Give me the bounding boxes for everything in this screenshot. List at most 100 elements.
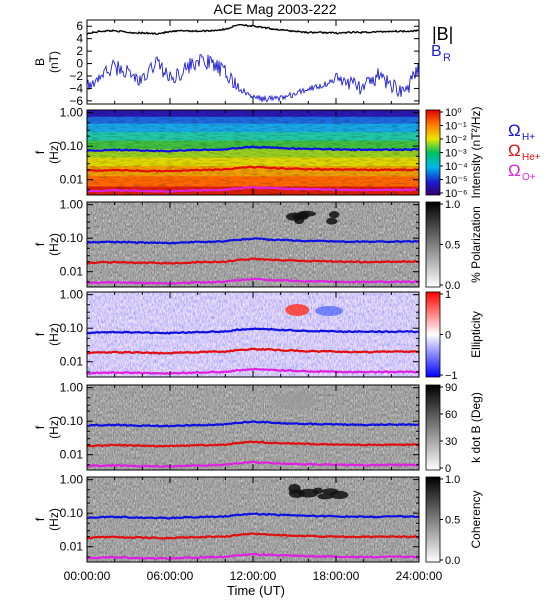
legend-gyro: Ω — [508, 141, 521, 160]
colorbar-label: Coherency — [469, 490, 483, 548]
colorbar-tick-label: 30 — [445, 436, 457, 448]
ylabel-f-unit: (Hz) — [47, 141, 61, 164]
ytick-label: 0.10 — [60, 139, 84, 153]
ytick-label: −4 — [69, 81, 83, 95]
panel-ellipticity: 1.00 0.10 0.01 f (Hz) 1 0 −1 Ellipticity — [33, 288, 483, 382]
series-br — [86, 54, 420, 103]
ytick-label: 0.01 — [60, 355, 84, 369]
legend-btotal: |B| — [432, 24, 453, 44]
ytick-label: 4 — [76, 32, 83, 46]
ytick-label: 1.00 — [60, 381, 84, 395]
colorbar — [425, 291, 441, 378]
colorbar-tick-label: 10⁻⁵ — [445, 175, 468, 187]
xtick-label: 12:00:00 — [230, 569, 277, 583]
coherent-patch — [326, 217, 338, 225]
gyro-he-plus — [86, 165, 420, 173]
coherent-patch — [328, 211, 340, 219]
gyro-h-plus — [86, 420, 420, 428]
colorbar — [425, 384, 441, 471]
colorbar-tick-label: 10⁻¹ — [445, 121, 467, 133]
colorbar-tick-label: 0 — [445, 463, 451, 475]
gyro-he-plus — [86, 347, 420, 355]
colorbar-tick-label: 90 — [445, 382, 457, 394]
ylabel-b-unit: (nT) — [47, 51, 61, 73]
colorbar-tick-label: 10⁰ — [445, 107, 462, 119]
gyro-h-plus — [86, 327, 419, 335]
ylabel-f: f — [33, 425, 47, 429]
gyro-h-plus — [86, 145, 419, 153]
legend-gyro: Ω — [508, 121, 521, 140]
colorbar-tick-label: −1 — [445, 370, 458, 382]
ytick-label: 0.10 — [60, 506, 84, 520]
colorbar-tick-label: 0.0 — [445, 280, 460, 292]
colorbar-tick-label: 10⁻³ — [445, 148, 467, 160]
kdotb-feature — [272, 392, 317, 410]
gyro-o-plus — [86, 367, 419, 375]
series-btotal — [86, 23, 420, 35]
ylabel-f-unit: (Hz) — [47, 233, 61, 256]
ytick-label: 0.01 — [60, 448, 84, 462]
colorbar — [425, 476, 441, 563]
legend-gyro-sub: H+ — [522, 132, 535, 143]
ylabel-f: f — [33, 150, 47, 154]
ylabel-f-unit: (Hz) — [47, 323, 61, 346]
ytick-label: 0.01 — [60, 540, 84, 554]
gyro-o-plus — [86, 277, 420, 285]
colorbar-label: Ellipticity — [469, 311, 483, 358]
legend-gyro-sub: O+ — [522, 172, 536, 183]
ylabel-f: f — [33, 517, 47, 521]
legend-br: B — [431, 43, 442, 60]
ytick-label: 0.01 — [60, 173, 84, 187]
panel-k-dot-b: 1.00 0.10 0.01 f (Hz) 90 60 30 0 k dot B (Deg) — [33, 381, 483, 475]
ylabel-f-unit: (Hz) — [47, 508, 61, 531]
panel-coherency: 1.00 0.10 0.01 f (Hz) 1.0 0.5 0.0 Coherency — [33, 473, 483, 567]
intensity-texture — [87, 110, 419, 195]
gyro-he-plus — [86, 532, 420, 540]
ytick-label: 0.10 — [60, 321, 84, 335]
colorbar-tick-label: 0.5 — [445, 515, 460, 527]
colorbar-label: k dot B (Deg) — [469, 392, 483, 463]
panel-polarization: 1.00 0.10 0.01 f (Hz) 1.0 0.5 0.0 % Polarization — [33, 198, 483, 292]
ellipticity-feature — [315, 306, 344, 316]
gyro-h-plus — [86, 512, 419, 520]
ytick-label: 0.10 — [60, 231, 84, 245]
colorbar-tick-label: 1 — [445, 289, 451, 301]
ytick-label: 1.00 — [60, 106, 84, 120]
gyro-o-plus — [86, 552, 420, 561]
coherent-patch — [330, 490, 349, 500]
xtick-label: 06:00:00 — [147, 569, 194, 583]
colorbar-tick-label: 1.0 — [445, 199, 460, 211]
colorbar-tick-label: 0.0 — [445, 555, 460, 567]
xtick-label: 18:00:00 — [313, 569, 360, 583]
ylabel-f: f — [33, 332, 47, 336]
legend-gyro-sub: He+ — [522, 152, 541, 163]
gray-texture — [87, 477, 419, 562]
ellipticity-blue — [87, 292, 419, 377]
ytick-label: 1.00 — [60, 473, 84, 487]
ellipticity-feature — [285, 304, 310, 316]
gyro-o-plus — [86, 460, 420, 468]
ytick-label: −2 — [69, 69, 83, 83]
legend-br-sub: R — [443, 52, 451, 64]
coherent-patch — [317, 493, 333, 500]
coherent-patch — [312, 487, 324, 494]
gyro-h-plus — [86, 237, 420, 245]
colorbar-tick-label: 0.5 — [445, 240, 460, 252]
colorbar-tick-label: 10⁻⁴ — [445, 161, 468, 173]
x-axis: 00:00:00 06:00:00 12:00:00 18:00:00 24:00:00 — [64, 20, 443, 583]
ytick-label: 0.10 — [60, 414, 84, 428]
gray-texture — [87, 385, 419, 470]
ytick-label: 6 — [76, 19, 83, 33]
x-axis-label: Time (UT) — [227, 583, 285, 598]
colorbar — [425, 201, 441, 288]
panel-intensity: 1.00 0.10 0.01 f (Hz) 10⁰ 10⁻¹10⁻² 10⁻³10⁻⁴ 10⁻⁵… — [33, 106, 541, 200]
gyro-he-plus — [87, 257, 420, 265]
gyro-he-plus — [86, 440, 420, 448]
colorbar-tick-label: 60 — [445, 409, 457, 421]
colorbar-label: % Polarization — [469, 206, 483, 283]
ytick-label: −6 — [69, 94, 83, 108]
colorbar-tick-label: 1.0 — [445, 474, 460, 486]
ytick-label: 0 — [76, 57, 83, 71]
